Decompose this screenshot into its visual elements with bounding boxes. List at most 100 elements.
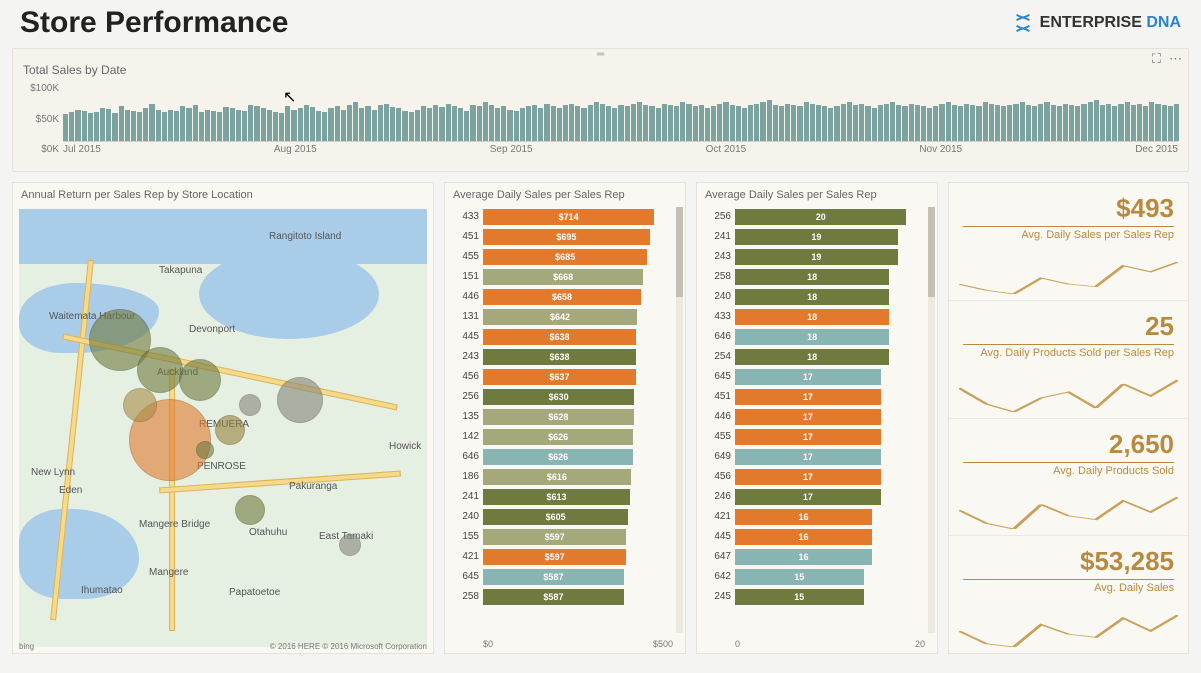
- timeline-bar[interactable]: [1081, 104, 1086, 141]
- timeline-bar[interactable]: [859, 104, 864, 141]
- timeline-bar[interactable]: [612, 108, 617, 141]
- timeline-bar[interactable]: [767, 100, 772, 141]
- timeline-bar[interactable]: [995, 105, 1000, 141]
- bar-row[interactable]: 64618: [703, 327, 925, 346]
- timeline-bar[interactable]: [872, 108, 877, 141]
- bar[interactable]: $605: [483, 509, 628, 525]
- bar-row[interactable]: 186$616: [451, 467, 673, 486]
- bar[interactable]: $637: [483, 369, 636, 385]
- timeline-bar[interactable]: [143, 108, 148, 141]
- timeline-bar[interactable]: [1155, 104, 1160, 141]
- map-bubble[interactable]: [339, 534, 361, 556]
- bar[interactable]: $628: [483, 409, 634, 425]
- bar[interactable]: $695: [483, 229, 650, 245]
- bar-row[interactable]: 44516: [703, 527, 925, 546]
- bar[interactable]: $597: [483, 549, 626, 565]
- timeline-bars[interactable]: [63, 81, 1178, 142]
- timeline-bar[interactable]: [223, 107, 228, 141]
- timeline-bar[interactable]: [106, 109, 111, 141]
- timeline-bar[interactable]: [273, 112, 278, 141]
- timeline-bar[interactable]: [1001, 106, 1006, 141]
- bar-row[interactable]: 24119: [703, 227, 925, 246]
- timeline-bar[interactable]: [730, 105, 735, 141]
- scrollbar-thumb[interactable]: [676, 207, 683, 297]
- bar[interactable]: 16: [735, 529, 872, 545]
- bar[interactable]: 17: [735, 449, 881, 465]
- bar[interactable]: 17: [735, 369, 881, 385]
- bar[interactable]: $638: [483, 329, 636, 345]
- timeline-bar[interactable]: [946, 102, 951, 141]
- timeline-bar[interactable]: [464, 111, 469, 141]
- timeline-bar[interactable]: [711, 106, 716, 141]
- timeline-bar[interactable]: [674, 106, 679, 141]
- timeline-bar[interactable]: [705, 108, 710, 141]
- drag-handle-icon[interactable]: ═: [13, 49, 1188, 59]
- bar-row[interactable]: 455$685: [451, 247, 673, 266]
- bar[interactable]: 17: [735, 409, 881, 425]
- timeline-bar[interactable]: [958, 106, 963, 141]
- bar[interactable]: 18: [735, 309, 889, 325]
- bar-row[interactable]: 131$642: [451, 307, 673, 326]
- timeline-bar[interactable]: [544, 104, 549, 141]
- timeline-bar[interactable]: [433, 105, 438, 141]
- bar-row[interactable]: 445$638: [451, 327, 673, 346]
- timeline-bar[interactable]: [693, 106, 698, 141]
- map-bubble[interactable]: [196, 441, 214, 459]
- bar-chart-2[interactable]: Average Daily Sales per Sales Rep 256202…: [696, 182, 938, 654]
- map-bubble[interactable]: [179, 359, 221, 401]
- bar[interactable]: $642: [483, 309, 637, 325]
- timeline-bar[interactable]: [828, 108, 833, 141]
- bar-row[interactable]: 44617: [703, 407, 925, 426]
- timeline-bar[interactable]: [939, 104, 944, 141]
- timeline-bar[interactable]: [1013, 104, 1018, 141]
- timeline-bar[interactable]: [402, 111, 407, 141]
- timeline-bar[interactable]: [637, 102, 642, 141]
- timeline-bar[interactable]: [1174, 104, 1179, 141]
- timeline-bar[interactable]: [1137, 104, 1142, 141]
- timeline-bar[interactable]: [137, 112, 142, 141]
- bar-row[interactable]: 45617: [703, 467, 925, 486]
- timeline-bar[interactable]: [822, 106, 827, 141]
- bar[interactable]: 15: [735, 589, 864, 605]
- bar-row[interactable]: 25620: [703, 207, 925, 226]
- timeline-bar[interactable]: [557, 108, 562, 141]
- timeline-bar[interactable]: [322, 112, 327, 141]
- timeline-bar[interactable]: [989, 104, 994, 141]
- timeline-bar[interactable]: [1143, 106, 1148, 141]
- kpi-card[interactable]: $493Avg. Daily Sales per Sales Rep: [949, 183, 1188, 301]
- timeline-bar[interactable]: [199, 112, 204, 141]
- timeline-bar[interactable]: [446, 104, 451, 141]
- timeline-bar[interactable]: [631, 104, 636, 141]
- bar[interactable]: 18: [735, 269, 889, 285]
- bar-row[interactable]: 45517: [703, 427, 925, 446]
- scrollbar[interactable]: [928, 207, 935, 633]
- timeline-bar[interactable]: [230, 108, 235, 141]
- bar-row[interactable]: 43318: [703, 307, 925, 326]
- timeline-bar[interactable]: [254, 106, 259, 141]
- map-panel[interactable]: Annual Return per Sales Rep by Store Loc…: [12, 182, 434, 654]
- bar-row[interactable]: 451$695: [451, 227, 673, 246]
- bar-row[interactable]: 433$714: [451, 207, 673, 226]
- timeline-bar[interactable]: [680, 102, 685, 141]
- timeline-bar[interactable]: [594, 102, 599, 141]
- timeline-bar[interactable]: [409, 112, 414, 141]
- timeline-bar[interactable]: [1094, 100, 1099, 141]
- timeline-bar[interactable]: [810, 104, 815, 141]
- timeline-bar[interactable]: [717, 104, 722, 141]
- bar-row[interactable]: 241$613: [451, 487, 673, 506]
- timeline-bar[interactable]: [785, 104, 790, 141]
- bar-row[interactable]: 421$597: [451, 547, 673, 566]
- timeline-bar[interactable]: [1131, 105, 1136, 141]
- timeline-bar[interactable]: [748, 105, 753, 141]
- bar-row[interactable]: 151$668: [451, 267, 673, 286]
- timeline-bar[interactable]: [267, 110, 272, 141]
- bar[interactable]: 16: [735, 549, 872, 565]
- bar[interactable]: 19: [735, 229, 898, 245]
- timeline-bar[interactable]: [180, 106, 185, 141]
- timeline-bar[interactable]: [156, 110, 161, 141]
- timeline-bar[interactable]: [489, 105, 494, 141]
- timeline-bar[interactable]: [316, 111, 321, 141]
- timeline-bar[interactable]: [853, 105, 858, 141]
- timeline-bar[interactable]: [618, 105, 623, 141]
- bar[interactable]: $616: [483, 469, 631, 485]
